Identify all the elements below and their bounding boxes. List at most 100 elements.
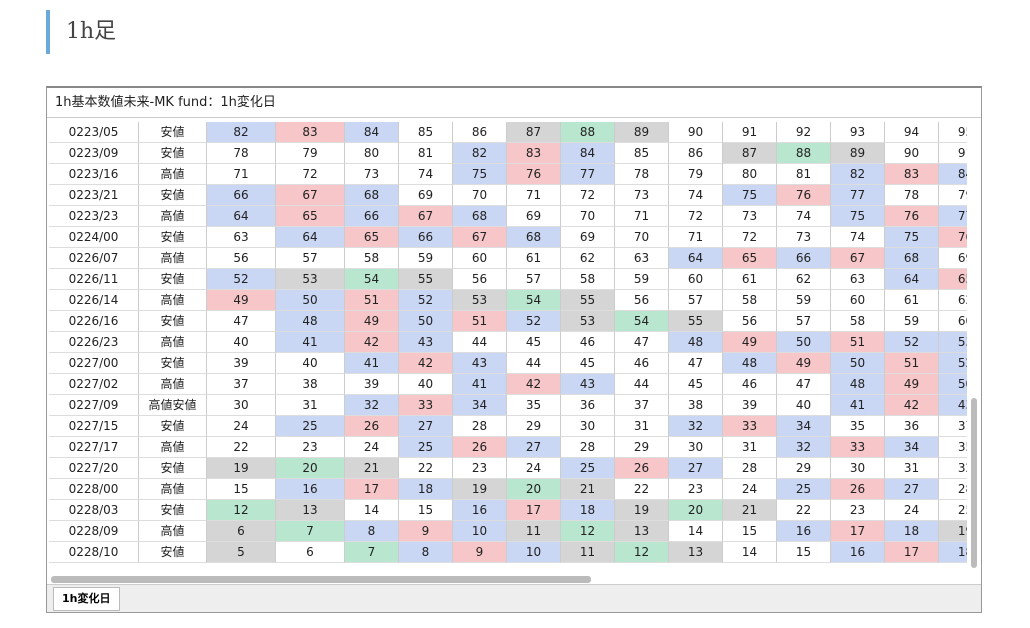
value-cell: 41 [345,353,399,374]
value-cell: 52 [507,311,561,332]
value-cell: 65 [276,206,345,227]
value-cell: 16 [831,542,885,563]
horizontal-scrollbar[interactable] [51,576,591,583]
value-cell: 41 [276,332,345,353]
value-cell: 61 [507,248,561,269]
value-cell: 75 [453,164,507,185]
value-cell: 36 [885,416,939,437]
kind-cell: 高値 [139,374,207,395]
value-cell: 17 [831,521,885,542]
value-cell: 60 [453,248,507,269]
value-cell: 84 [561,143,615,164]
value-cell: 32 [777,437,831,458]
value-cell: 7 [276,521,345,542]
value-cell: 66 [345,206,399,227]
vertical-scrollbar[interactable] [971,398,977,568]
value-cell: 76 [939,227,967,248]
value-cell: 73 [615,185,669,206]
value-cell: 83 [507,143,561,164]
value-cell: 52 [885,332,939,353]
value-cell: 19 [939,521,967,542]
value-cell: 68 [345,185,399,206]
value-cell: 51 [453,311,507,332]
value-cell: 50 [831,353,885,374]
value-cell: 44 [507,353,561,374]
value-cell: 26 [615,458,669,479]
sheet-tab[interactable]: 1h変化日 [53,587,120,611]
value-cell: 53 [561,311,615,332]
value-cell: 74 [831,227,885,248]
value-cell: 91 [939,143,967,164]
value-cell: 43 [561,374,615,395]
value-cell: 12 [561,521,615,542]
value-cell: 47 [207,311,276,332]
value-cell: 80 [345,143,399,164]
value-cell: 76 [777,185,831,206]
value-cell: 84 [939,164,967,185]
value-cell: 54 [507,290,561,311]
value-cell: 74 [669,185,723,206]
kind-cell: 安値 [139,227,207,248]
value-cell: 77 [561,164,615,185]
value-cell: 65 [939,269,967,290]
value-cell: 64 [885,269,939,290]
value-cell: 67 [831,248,885,269]
value-cell: 74 [777,206,831,227]
value-cell: 62 [561,248,615,269]
value-cell: 31 [276,395,345,416]
value-cell: 56 [615,290,669,311]
value-cell: 19 [207,458,276,479]
value-cell: 24 [345,437,399,458]
value-cell: 35 [831,416,885,437]
value-cell: 53 [276,269,345,290]
value-cell: 13 [669,542,723,563]
value-cell: 79 [276,143,345,164]
value-cell: 46 [723,374,777,395]
kind-cell: 安値 [139,542,207,563]
value-cell: 22 [399,458,453,479]
value-cell: 48 [276,311,345,332]
value-cell: 10 [507,542,561,563]
value-cell: 19 [615,500,669,521]
value-cell: 27 [669,458,723,479]
value-cell: 48 [723,353,777,374]
value-cell: 74 [399,164,453,185]
value-cell: 40 [399,374,453,395]
value-cell: 83 [276,122,345,143]
value-cell: 62 [939,290,967,311]
date-cell: 0226/16 [49,311,139,332]
value-cell: 73 [345,164,399,185]
value-cell: 15 [723,521,777,542]
value-cell: 94 [885,122,939,143]
value-cell: 28 [453,416,507,437]
value-cell: 24 [723,479,777,500]
value-cell: 73 [723,206,777,227]
value-cell: 69 [939,248,967,269]
value-cell: 6 [207,521,276,542]
value-cell: 42 [399,353,453,374]
value-cell: 33 [831,437,885,458]
value-cell: 82 [831,164,885,185]
kind-cell: 安値 [139,269,207,290]
value-cell: 89 [615,122,669,143]
value-cell: 95 [939,122,967,143]
value-cell: 28 [561,437,615,458]
value-cell: 18 [939,542,967,563]
value-cell: 35 [939,437,967,458]
value-cell: 14 [345,500,399,521]
value-cell: 75 [885,227,939,248]
value-cell: 48 [669,332,723,353]
value-cell: 93 [831,122,885,143]
value-cell: 44 [453,332,507,353]
value-cell: 27 [885,479,939,500]
value-cell: 72 [723,227,777,248]
value-cell: 59 [399,248,453,269]
value-cell: 46 [615,353,669,374]
kind-cell: 安値 [139,143,207,164]
kind-cell: 安値 [139,500,207,521]
value-cell: 10 [453,521,507,542]
date-cell: 0223/21 [49,185,139,206]
value-cell: 57 [669,290,723,311]
value-cell: 60 [669,269,723,290]
value-cell: 45 [669,374,723,395]
